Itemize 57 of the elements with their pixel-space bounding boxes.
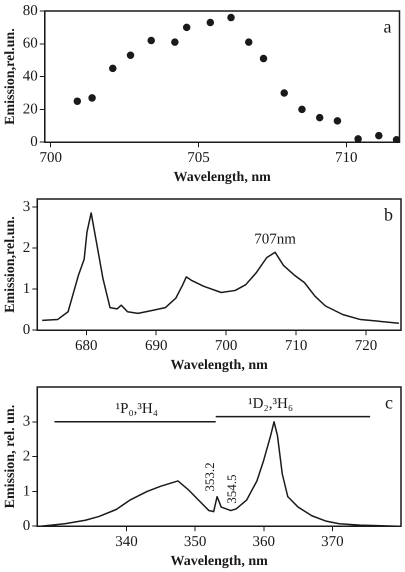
x-tick-label: 360	[252, 534, 276, 550]
point	[88, 94, 96, 102]
point	[375, 132, 383, 140]
y-tick-label: 80	[22, 2, 38, 19]
y-tick-label: 2	[22, 240, 30, 256]
y-tick-label: 40	[22, 68, 38, 85]
x-tick-label: 700	[39, 150, 62, 166]
annotation: 354.5	[224, 474, 239, 504]
x-tick-label: 690	[144, 338, 168, 354]
x-tick-label: 680	[75, 338, 98, 354]
y-tick-label: 3	[22, 414, 30, 430]
point	[260, 54, 268, 62]
y-tick-label: 0	[22, 322, 30, 338]
x-tick-label: 710	[335, 150, 358, 166]
y-tick-label: 0	[30, 134, 38, 150]
y-tick-label: 20	[22, 101, 38, 118]
y-tick-label: 1	[22, 281, 30, 298]
point	[245, 38, 253, 46]
x-tick-label: 350	[184, 534, 206, 550]
point	[74, 97, 82, 105]
x-axis-title: Wavelength, nm	[174, 170, 272, 186]
point	[280, 89, 288, 97]
x-tick-label: 340	[115, 534, 138, 550]
annotation: ¹D₂,³H₆	[248, 396, 294, 412]
annotation: b	[384, 204, 393, 225]
point	[392, 136, 400, 142]
point	[316, 114, 324, 122]
point	[206, 18, 214, 26]
x-tick-label: 705	[187, 150, 210, 166]
x-tick-label: 370	[321, 534, 344, 550]
annotation: ¹P₀,³H₄	[116, 401, 158, 418]
y-tick-label: 1	[22, 483, 30, 500]
point	[147, 36, 155, 44]
point	[227, 14, 235, 22]
x-tick-label: 700	[214, 338, 238, 354]
x-tick-label: 720	[354, 338, 378, 354]
y-axis-title: Emission, rel. un.	[3, 404, 18, 508]
point	[126, 52, 134, 60]
point	[171, 38, 179, 46]
point	[182, 24, 190, 32]
annotation: 707nm	[254, 232, 296, 248]
y-axis-title: Emission,rel.un.	[3, 28, 18, 125]
point	[334, 117, 342, 125]
x-tick-label: 710	[284, 338, 308, 354]
annotation: 353.2	[202, 462, 218, 492]
x-axis-title: Wavelength, nm	[170, 554, 268, 570]
point	[354, 135, 362, 142]
point	[298, 106, 306, 114]
y-tick-label: 0	[22, 518, 30, 534]
x-axis-title: Wavelength, nm	[170, 358, 268, 374]
y-axis-title: Emission,rel.un.	[3, 216, 18, 313]
point	[109, 64, 117, 72]
annotation: a	[384, 16, 392, 37]
y-tick-label: 2	[22, 448, 30, 465]
y-tick-label: 60	[22, 36, 38, 52]
annotation: c	[385, 392, 393, 413]
y-tick-label: 3	[22, 199, 30, 216]
